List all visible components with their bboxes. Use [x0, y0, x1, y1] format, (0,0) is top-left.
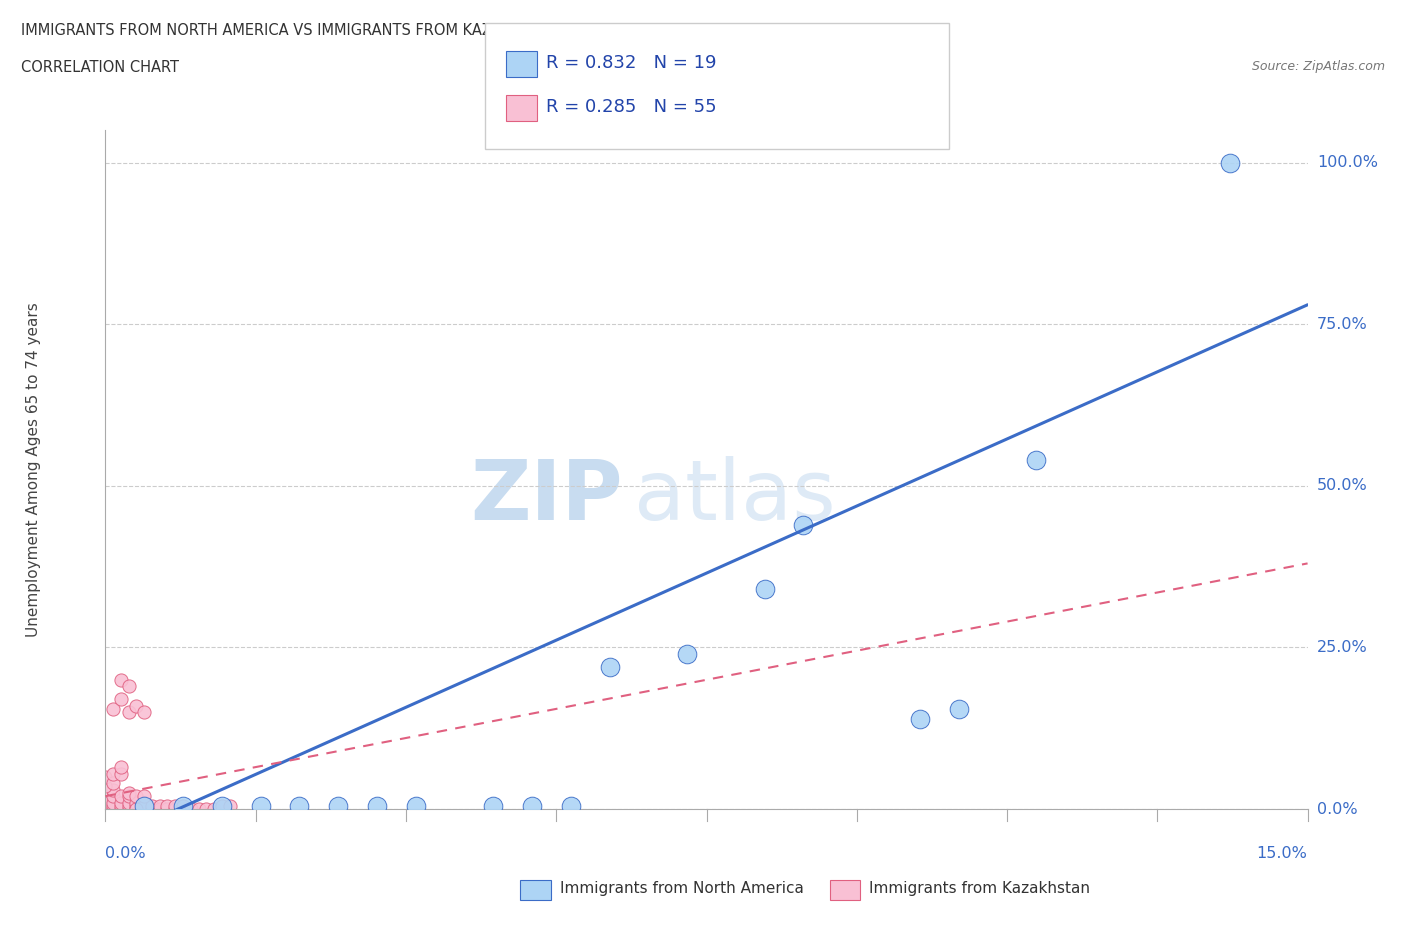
Point [156, 799, 179, 814]
Point [326, 799, 349, 814]
Point [599, 659, 621, 674]
Point [1219, 155, 1241, 170]
Point [180, 802, 202, 817]
Point [366, 799, 388, 814]
Text: 25.0%: 25.0% [1317, 640, 1368, 655]
Point [482, 799, 505, 814]
Point [110, 692, 132, 707]
Text: 100.0%: 100.0% [1317, 155, 1378, 170]
Point [103, 701, 125, 716]
Point [520, 799, 543, 814]
Point [172, 799, 194, 814]
Point [125, 789, 148, 804]
Text: R = 0.285   N = 55: R = 0.285 N = 55 [546, 98, 716, 116]
Point [165, 802, 187, 817]
Point [94, 779, 117, 794]
Point [125, 802, 148, 817]
Text: 0.0%: 0.0% [105, 846, 146, 861]
Point [141, 802, 163, 817]
Point [172, 802, 194, 817]
Point [125, 799, 148, 814]
Point [125, 795, 148, 810]
Point [134, 799, 156, 814]
Point [134, 789, 156, 804]
Point [110, 799, 132, 814]
Text: R = 0.832   N = 19: R = 0.832 N = 19 [546, 54, 716, 73]
Point [560, 799, 582, 814]
Point [103, 789, 125, 804]
Point [1025, 453, 1047, 468]
Point [754, 582, 776, 597]
Point [94, 795, 117, 810]
Point [211, 799, 233, 814]
Point [249, 799, 271, 814]
Point [908, 711, 931, 726]
Point [125, 698, 148, 713]
Point [110, 672, 132, 687]
Point [134, 705, 156, 720]
Point [405, 799, 427, 814]
Point [110, 795, 132, 810]
Text: CORRELATION CHART: CORRELATION CHART [21, 60, 179, 74]
Point [172, 799, 194, 814]
Text: Immigrants from Kazakhstan: Immigrants from Kazakhstan [869, 881, 1090, 896]
Point [118, 802, 141, 817]
Point [110, 760, 132, 775]
Point [103, 799, 125, 814]
Point [141, 799, 163, 814]
Point [118, 786, 141, 801]
Point [110, 802, 132, 817]
Text: ZIP: ZIP [470, 457, 623, 538]
Point [118, 795, 141, 810]
Text: Unemployment Among Ages 65 to 74 years: Unemployment Among Ages 65 to 74 years [25, 302, 41, 637]
Point [156, 802, 179, 817]
Point [676, 646, 699, 661]
Point [202, 802, 225, 817]
Point [792, 517, 814, 532]
Point [134, 795, 156, 810]
Point [94, 799, 117, 814]
Point [165, 799, 187, 814]
Text: atlas: atlas [634, 457, 837, 538]
Point [110, 789, 132, 804]
Point [118, 789, 141, 804]
Point [948, 701, 970, 716]
Point [134, 802, 156, 817]
Text: 75.0%: 75.0% [1317, 317, 1368, 332]
Point [288, 799, 311, 814]
Text: IMMIGRANTS FROM NORTH AMERICA VS IMMIGRANTS FROM KAZAKHSTAN UNEMPLOYMENT AMONG A: IMMIGRANTS FROM NORTH AMERICA VS IMMIGRA… [21, 23, 915, 38]
Point [110, 766, 132, 781]
Text: Immigrants from North America: Immigrants from North America [560, 881, 803, 896]
Point [134, 799, 156, 814]
Text: 0.0%: 0.0% [1317, 802, 1358, 817]
Point [103, 795, 125, 810]
Point [103, 776, 125, 790]
Text: Source: ZipAtlas.com: Source: ZipAtlas.com [1251, 60, 1385, 73]
Point [218, 799, 240, 814]
Point [118, 705, 141, 720]
Point [195, 802, 218, 817]
Point [187, 802, 209, 817]
Text: 15.0%: 15.0% [1257, 846, 1308, 861]
Point [103, 782, 125, 797]
Point [149, 799, 172, 814]
Point [118, 799, 141, 814]
Point [94, 769, 117, 784]
Point [125, 802, 148, 817]
Point [118, 679, 141, 694]
Point [94, 802, 117, 817]
Point [103, 766, 125, 781]
Point [149, 802, 172, 817]
Point [103, 802, 125, 817]
Text: 50.0%: 50.0% [1317, 478, 1368, 493]
Point [211, 799, 233, 814]
